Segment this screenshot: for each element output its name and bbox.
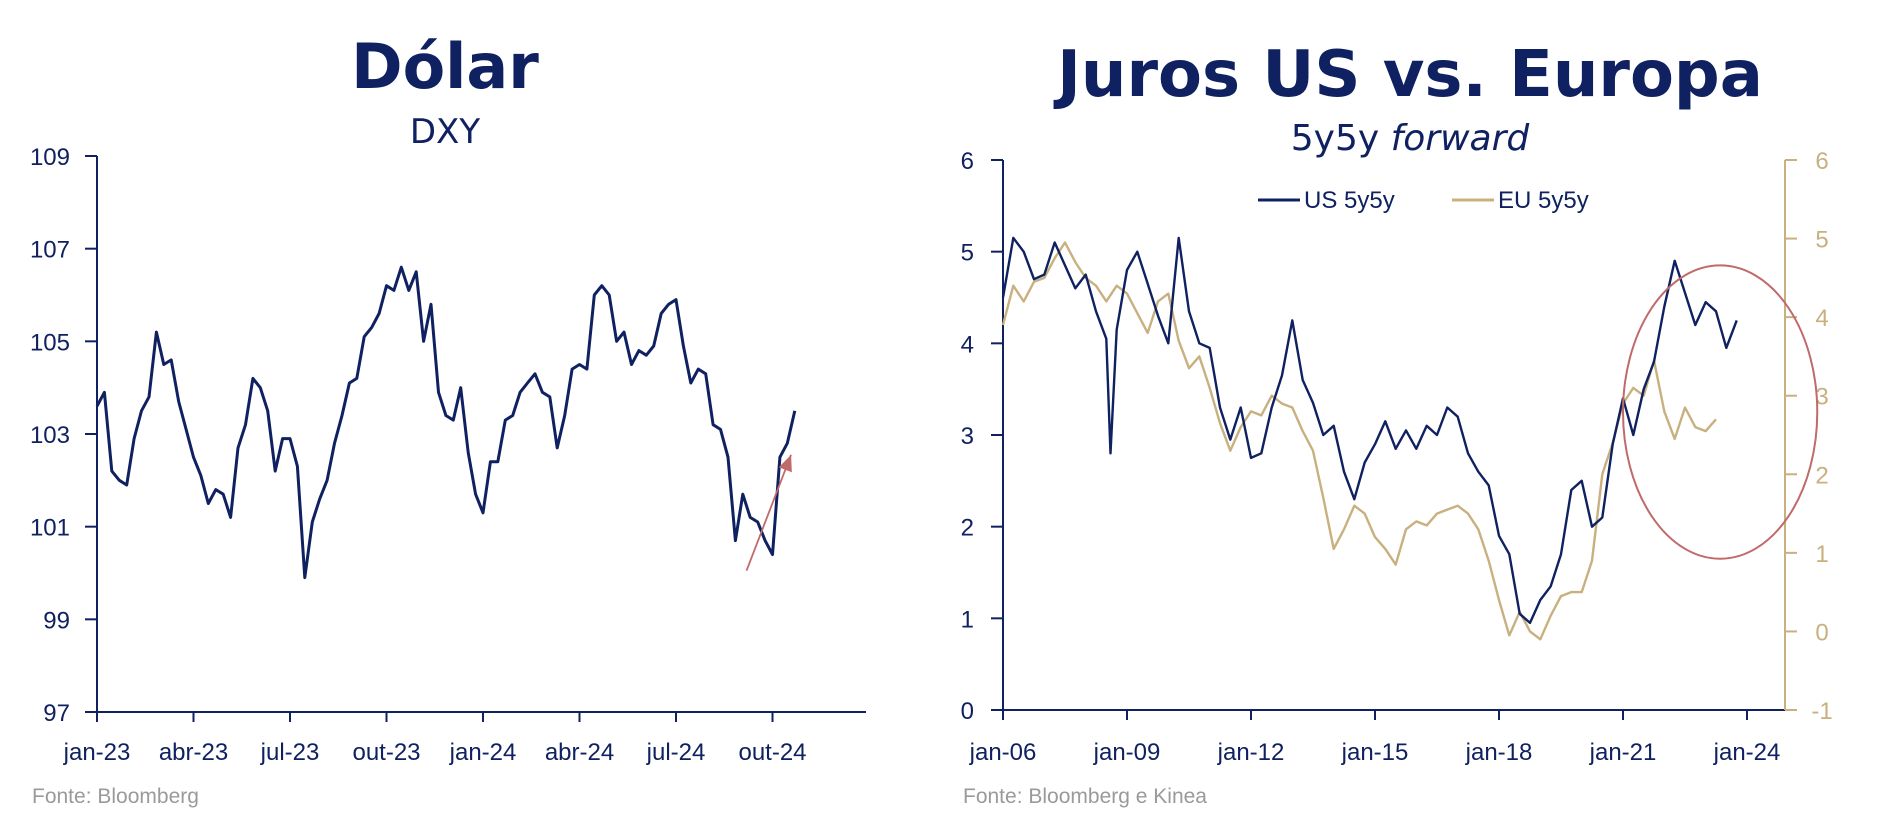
rates-y-tick-label-left: 0 bbox=[961, 698, 974, 725]
rates-source-note: Fonte: Bloomberg e Kinea bbox=[963, 785, 1207, 808]
rates-plot-area: 0 1 2 3 4 5 6 -1 0 1 2 3 4 5 6 jan-06 jan-09 jan-12 jan-15… bbox=[961, 148, 1833, 766]
legend-label-us: US 5y5y bbox=[1304, 187, 1395, 214]
rates-y-tick-label-right: 6 bbox=[1815, 148, 1828, 175]
dxy-x-tick-label: jan-24 bbox=[449, 739, 517, 766]
us-5y5y-series-line bbox=[1001, 236, 1738, 625]
dxy-y-tick-label: 101 bbox=[30, 515, 70, 542]
dxy-chart-title: Dólar bbox=[351, 30, 539, 103]
rates-y-tick-label-left: 3 bbox=[961, 423, 974, 450]
rates-y-tick-label-right: 3 bbox=[1815, 384, 1828, 411]
rates-chart: Juros US vs. Europa 5y5y forward US 5y5y… bbox=[961, 38, 1833, 808]
rates-x-tick-label: jan-18 bbox=[1465, 739, 1533, 766]
dxy-x-tick-label: jul-23 bbox=[260, 739, 320, 766]
dxy-y-tick-label: 103 bbox=[30, 422, 70, 449]
rates-legend: US 5y5y EU 5y5y bbox=[1258, 187, 1589, 214]
dxy-y-tick-label: 99 bbox=[43, 607, 70, 634]
rates-y-tick-label-left: 1 bbox=[961, 606, 974, 633]
dxy-y-tick-label: 105 bbox=[30, 329, 70, 356]
rates-y-tick-label-left: 6 bbox=[961, 148, 974, 175]
dxy-chart: Dólar DXY 97 99 101 103 105 107 109 jan-23 abr-2… bbox=[30, 30, 866, 808]
dxy-x-tick-label: out-24 bbox=[738, 739, 806, 766]
rates-y-tick-label-right: 1 bbox=[1815, 541, 1828, 568]
trend-arrow-head bbox=[778, 454, 792, 473]
highlight-ellipse bbox=[1622, 264, 1819, 560]
eu-5y5y-series-line bbox=[1001, 241, 1717, 641]
dxy-x-tick-label: abr-24 bbox=[545, 739, 614, 766]
dxy-source-note: Fonte: Bloomberg bbox=[32, 785, 199, 808]
rates-x-tick-label: jan-06 bbox=[969, 739, 1037, 766]
rates-subtitle-italic: forward bbox=[1391, 118, 1531, 159]
rates-y-tick-label-right: 0 bbox=[1815, 619, 1828, 646]
rates-y-tick-label-left: 2 bbox=[961, 515, 974, 542]
dxy-x-tick-label: abr-23 bbox=[159, 739, 228, 766]
legend-label-eu: EU 5y5y bbox=[1498, 187, 1589, 214]
rates-x-tick-label: jan-09 bbox=[1093, 739, 1161, 766]
trend-arrow bbox=[745, 454, 792, 572]
rates-x-tick-label: jan-24 bbox=[1713, 739, 1781, 766]
dxy-y-tick-label: 97 bbox=[43, 700, 70, 727]
dxy-chart-subtitle: DXY bbox=[410, 112, 480, 152]
dxy-y-tick-label: 109 bbox=[30, 144, 70, 171]
rates-y-tick-label-left: 5 bbox=[961, 240, 974, 267]
rates-x-tick-label: jan-15 bbox=[1341, 739, 1409, 766]
dxy-x-tick-label: jul-24 bbox=[646, 739, 706, 766]
rates-y-tick-label-right: 2 bbox=[1815, 462, 1828, 489]
rates-subtitle-regular: 5y5y bbox=[1291, 118, 1391, 159]
dxy-plot-area: 97 99 101 103 105 107 109 jan-23 abr-23 jul-23 out… bbox=[30, 144, 866, 766]
rates-x-tick-label: jan-12 bbox=[1217, 739, 1285, 766]
rates-chart-title: Juros US vs. Europa bbox=[1053, 38, 1763, 112]
rates-x-tick-label: jan-21 bbox=[1589, 739, 1657, 766]
dxy-x-tick-label: jan-23 bbox=[63, 739, 131, 766]
rates-chart-subtitle: 5y5y forward bbox=[1291, 118, 1531, 159]
rates-y-tick-label-right: 5 bbox=[1815, 227, 1828, 254]
rates-y-tick-label-right: 4 bbox=[1815, 305, 1828, 332]
rates-y-tick-label-right: -1 bbox=[1811, 698, 1832, 725]
dxy-y-tick-label: 107 bbox=[30, 237, 70, 264]
rates-y-tick-label-left: 4 bbox=[961, 331, 974, 358]
dxy-series-line bbox=[95, 265, 797, 580]
dxy-x-tick-label: out-23 bbox=[352, 739, 420, 766]
